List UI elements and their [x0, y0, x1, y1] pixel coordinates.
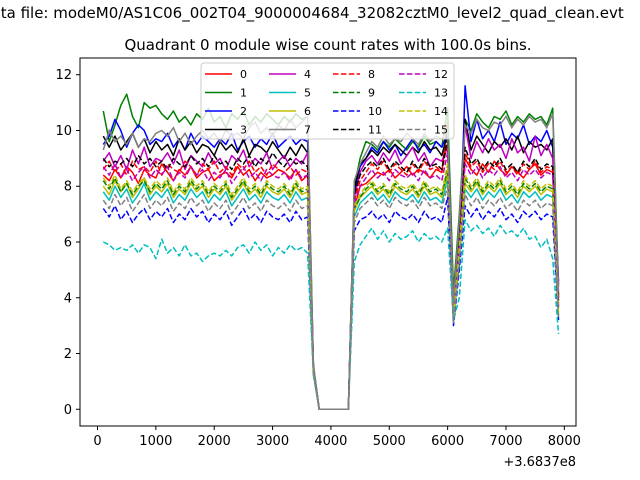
series-line-12: [102, 152, 560, 411]
legend-label-12: 12: [434, 68, 448, 81]
legend-label-13: 13: [434, 87, 448, 100]
legend-label-9: 9: [368, 87, 375, 100]
x-tick-label: 1000: [139, 434, 172, 449]
y-tick-label: 6: [64, 236, 72, 251]
x-tick-label: 5000: [373, 434, 406, 449]
series-line-0: [102, 121, 560, 411]
series-line-7: [103, 114, 558, 410]
legend-label-11: 11: [368, 124, 382, 137]
chart-title: Quadrant 0 module wise count rates with …: [124, 36, 532, 54]
y-tick-label: 0: [64, 403, 72, 418]
series-line-8: [102, 140, 560, 411]
legend-label-0: 0: [240, 68, 247, 81]
x-tick-label: 3000: [256, 434, 289, 449]
x-tick-label: 4000: [314, 434, 347, 449]
series-line-14: [102, 163, 560, 411]
legend-label-15: 15: [434, 124, 448, 137]
legend-label-5: 5: [304, 87, 311, 100]
axis-ticks: 0 1000 2000 3000 4000 5000 6000 7000 80000246810…: [55, 68, 580, 449]
legend-label-2: 2: [240, 105, 247, 118]
legend-label-8: 8: [368, 68, 375, 81]
legend-label-7: 7: [304, 124, 311, 137]
plot-series-group: [102, 85, 560, 411]
x-tick-label: 7000: [489, 434, 522, 449]
supertitle-text: Data file: modeM0/AS1C06_002T04_90000046…: [0, 4, 624, 22]
y-tick-label: 4: [64, 291, 72, 306]
legend-label-4: 4: [304, 68, 311, 81]
series-line-10: [102, 196, 560, 411]
legend-label-10: 10: [368, 105, 382, 118]
y-tick-label: 10: [55, 124, 72, 139]
x-tick-label: 6000: [431, 434, 464, 449]
y-tick-label: 12: [55, 68, 72, 83]
series-line-15: [102, 185, 560, 411]
figure-supertitle: Data file: modeM0/AS1C06_002T04_90000046…: [0, 4, 640, 22]
legend-label-3: 3: [240, 124, 247, 137]
x-offset-label: +3.6837e8: [503, 455, 576, 470]
series-line-13: [102, 218, 560, 411]
x-tick-label: 2000: [198, 434, 231, 449]
y-tick-label: 2: [64, 347, 72, 362]
x-tick-label: 8000: [548, 434, 581, 449]
legend-label-6: 6: [304, 105, 311, 118]
series-line-7-visible: [102, 113, 560, 411]
legend-label-14: 14: [434, 105, 448, 118]
y-tick-label: 8: [64, 180, 72, 195]
x-tick-label: 0: [93, 434, 101, 449]
series-line-9: [102, 168, 560, 411]
legend-frame: [200, 62, 455, 140]
legend-label-1: 1: [240, 87, 247, 100]
